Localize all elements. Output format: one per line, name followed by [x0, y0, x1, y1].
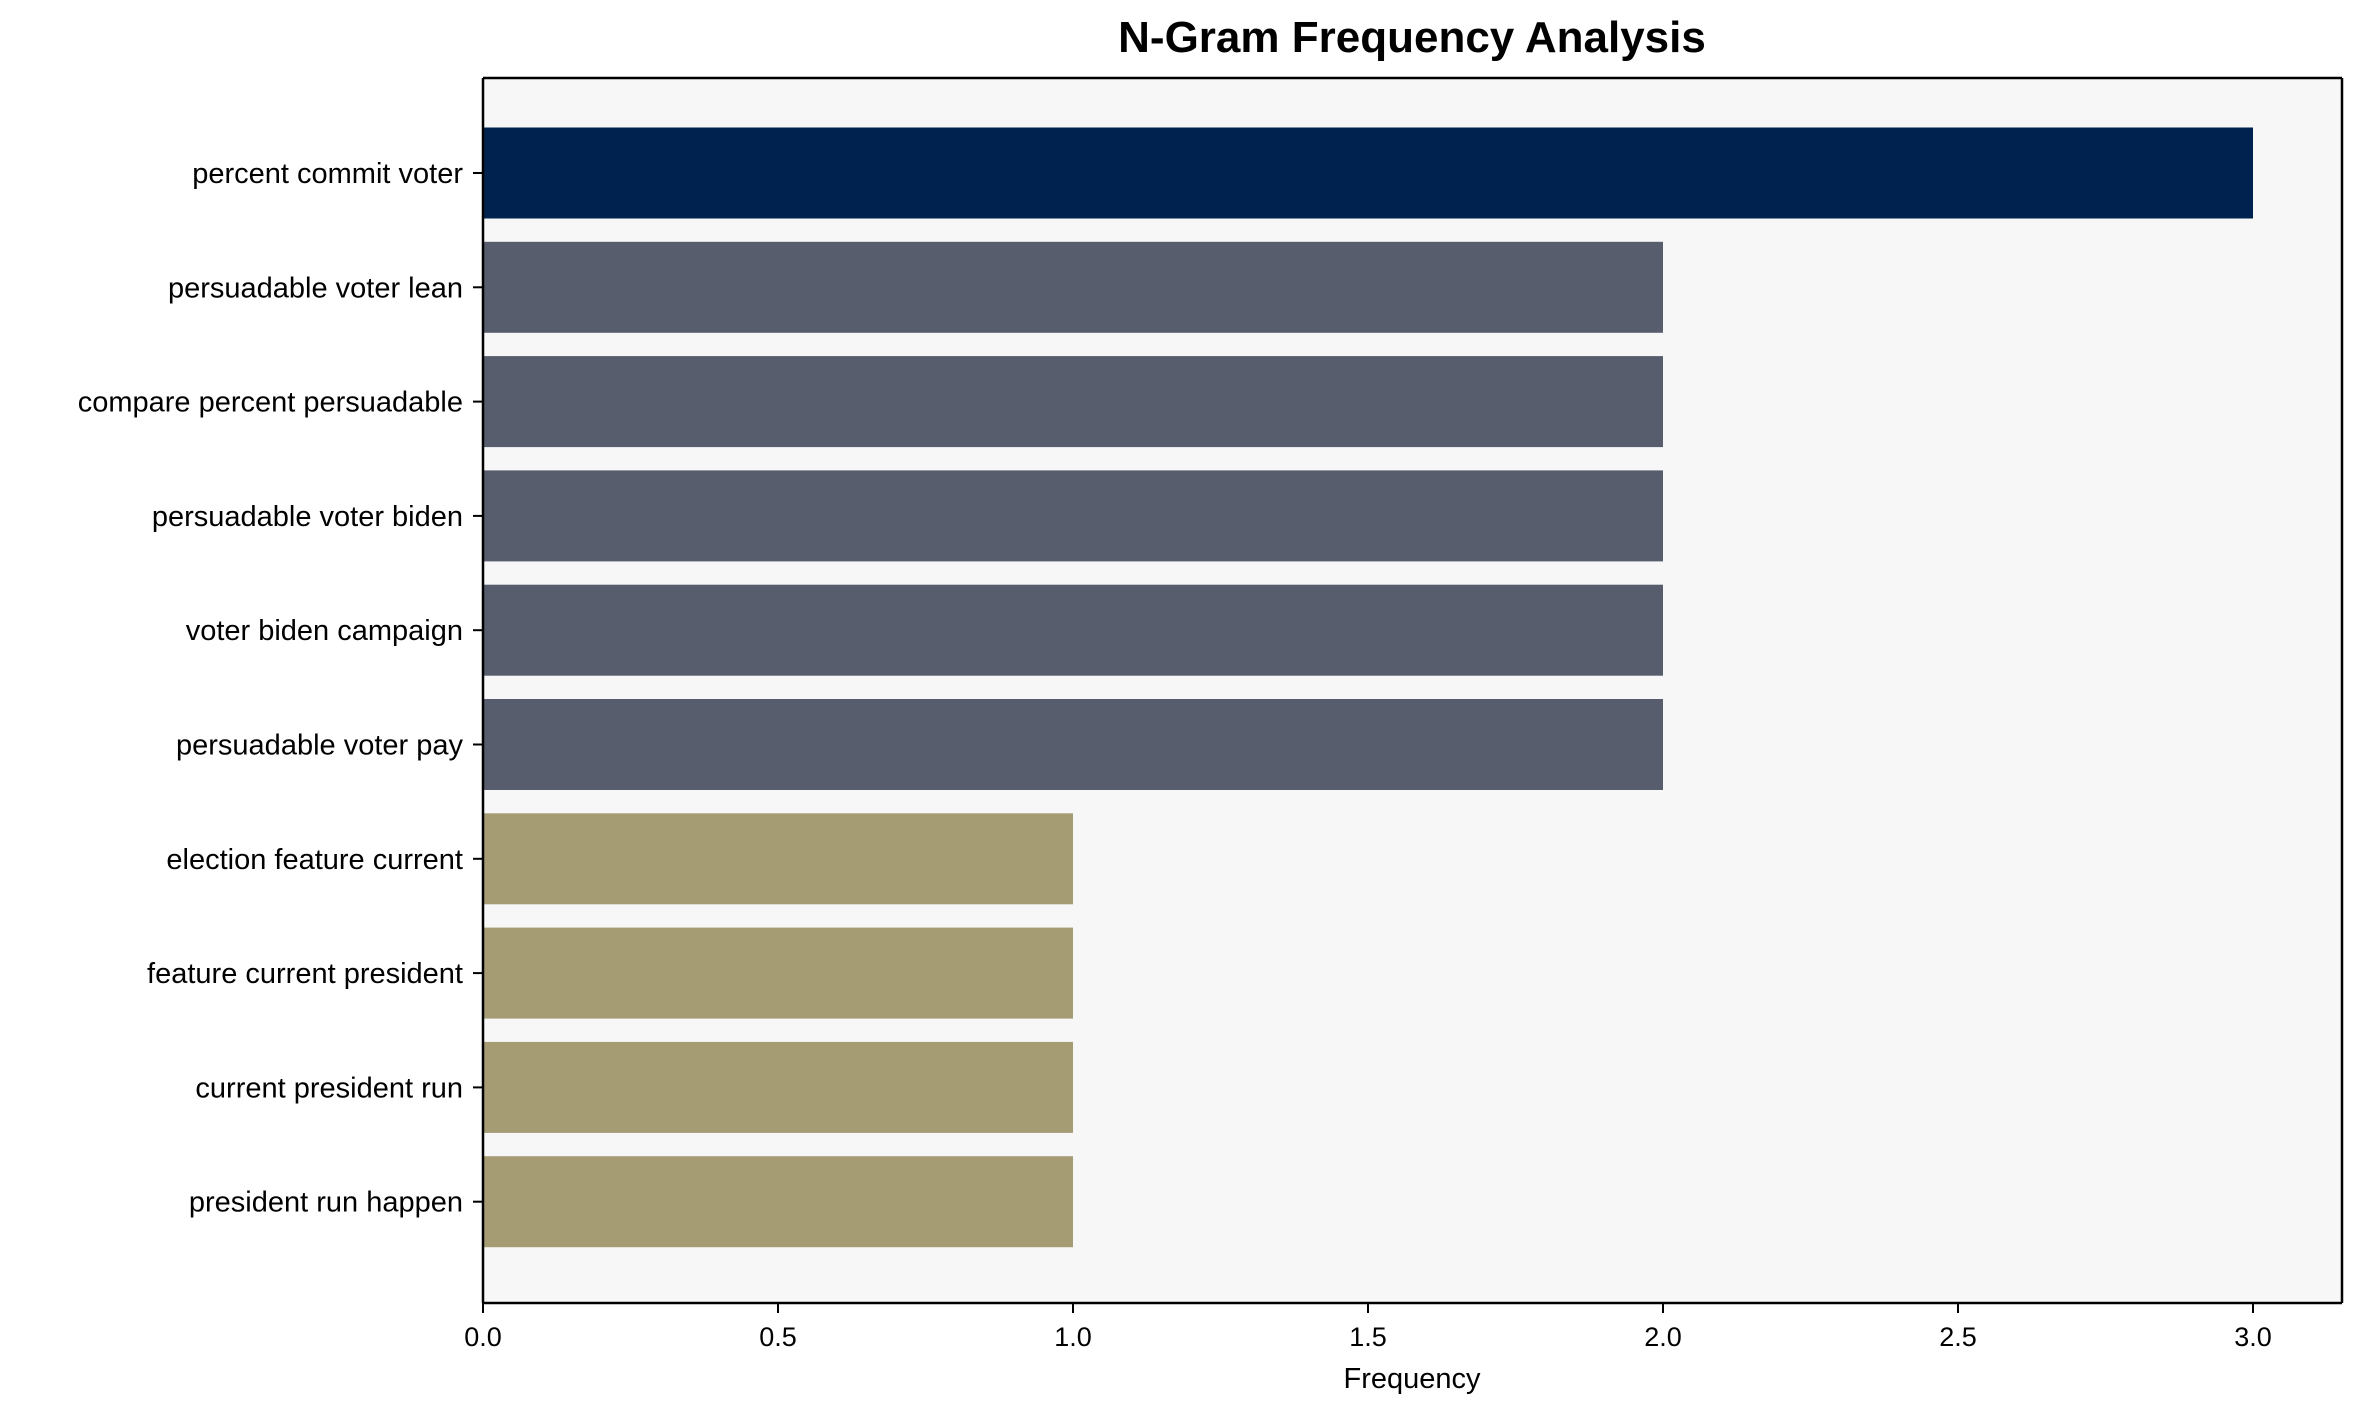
bar: [483, 584, 1663, 676]
bar: [483, 927, 1073, 1019]
bar: [483, 699, 1663, 790]
x-tick-label: 0.0: [464, 1322, 502, 1352]
bar: [483, 813, 1073, 905]
y-tick-label: voter biden campaign: [186, 615, 463, 647]
y-tick-label: election feature current: [166, 844, 463, 876]
bar: [483, 356, 1663, 448]
bar: [483, 470, 1663, 562]
y-tick-label: persuadable voter lean: [168, 272, 463, 304]
y-tick-label: president run happen: [189, 1187, 463, 1219]
y-tick-label: persuadable voter pay: [176, 730, 463, 762]
chart-title: N-Gram Frequency Analysis: [1118, 13, 1706, 62]
bar: [483, 241, 1663, 333]
x-axis-label: Frequency: [1343, 1363, 1481, 1395]
x-tick-label: 1.0: [1054, 1322, 1092, 1352]
y-tick-label: percent commit voter: [192, 158, 463, 190]
x-tick-label: 2.0: [1644, 1322, 1682, 1352]
y-tick-label: feature current president: [147, 958, 463, 990]
bar: [483, 1156, 1073, 1248]
x-tick-label: 2.5: [1939, 1322, 1977, 1352]
x-tick-label: 0.5: [759, 1322, 797, 1352]
bar: [483, 1041, 1073, 1133]
bar: [483, 127, 2253, 219]
x-tick-label: 1.5: [1349, 1322, 1387, 1352]
y-tick-label: persuadable voter biden: [152, 501, 463, 533]
x-tick-label: 3.0: [2234, 1322, 2272, 1352]
y-tick-label: current president run: [195, 1072, 463, 1104]
y-tick-label: compare percent persuadable: [78, 387, 463, 419]
